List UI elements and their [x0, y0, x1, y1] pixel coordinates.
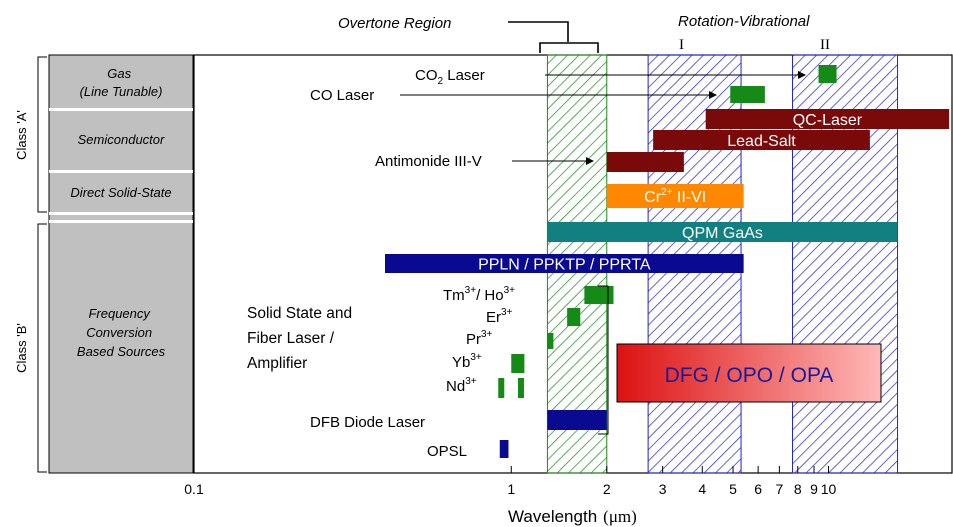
solid-state-bracket: [598, 285, 609, 435]
category-direct-solid-state-label: Direct Solid-State: [70, 185, 171, 200]
sidebar-divider: [49, 170, 193, 173]
bar-qc-laser: [705, 109, 950, 129]
x-tick-label: 9: [810, 481, 818, 497]
yb-label: Yb3+: [452, 352, 482, 371]
bar-opsl: [499, 440, 509, 458]
class-b-label: Class 'B': [14, 323, 29, 373]
x-tick-label: 7: [775, 481, 783, 497]
co-laser-label: CO Laser: [310, 87, 374, 104]
tick-layer: 0.1 1 2 3 4 5 6 7 8 9 10: [184, 466, 837, 497]
bar-dfb-diode-laser: [547, 410, 607, 430]
tm-ho-label: Tm3+/ Ho3+: [443, 285, 515, 304]
rotation-vibrational-label: Rotation-Vibrational: [678, 13, 810, 30]
class-b-bracket: [37, 223, 47, 473]
bar-pr3-: [547, 333, 554, 349]
bar-cr2-ii-vi: [606, 184, 744, 208]
solid-state-label: Solid State and Fiber Laser / Amplifier: [247, 305, 356, 372]
nd-label: Nd3+: [446, 376, 477, 395]
bar-nd3-a: [498, 378, 505, 398]
bar-label: Lead-Salt: [727, 133, 796, 150]
bar-label: QC-Laser: [793, 112, 863, 129]
bar-label: PPLN / PPKTP / PPRTA: [478, 257, 651, 274]
bar-co-laser: [730, 86, 765, 103]
bar-antimonide-iii-v: [606, 152, 684, 172]
bar-ppln-ppktp-pprta: [385, 254, 744, 273]
dfb-label: DFB Diode Laser: [310, 414, 425, 431]
x-tick-label: 5: [729, 481, 737, 497]
x-tick-label: 4: [698, 481, 706, 497]
x-tick-label: 6: [754, 481, 762, 497]
class-a-label: Class 'A': [14, 110, 29, 160]
bar-label: QPM GaAs: [682, 225, 763, 242]
x-tick-label: 0.1: [184, 481, 204, 497]
category-gas-label: Gas (Line Tunable): [80, 66, 163, 99]
sidebar-background: [48, 54, 194, 474]
region-i-label: I: [679, 37, 684, 53]
bar-er3-: [567, 308, 581, 326]
opsl-label: OPSL: [427, 443, 467, 460]
er-label: Er3+: [486, 307, 513, 326]
overtone-bracket: [508, 21, 599, 53]
bar-qpm-gaas: [547, 222, 898, 242]
bar-lead-salt: [653, 130, 870, 150]
bar-co2-laser: [818, 65, 837, 83]
region-ii-label: II: [820, 37, 830, 53]
dfg-opo-opa-label: DFG / OPO / OPA: [665, 364, 834, 387]
bar-nd3-b: [517, 378, 524, 398]
x-tick-label: 8: [794, 481, 802, 497]
dfg-opo-opa-box: [616, 343, 882, 403]
overtone-region-label: Overtone Region: [338, 15, 451, 32]
co2-laser-label: CO2 Laser: [415, 67, 485, 87]
sidebar-divider: [49, 108, 193, 111]
x-axis-label: Wavelength (μm): [508, 507, 637, 526]
bar-layer: QC-Laser Lead-Salt Cr2+ II-VI QPM GaAs PPLN …: [385, 65, 950, 458]
category-frequency-conversion-label: Frequency Conversion Based Sources: [77, 306, 166, 359]
bar-tm3-ho3-: [584, 286, 614, 304]
sidebar-divider: [49, 220, 193, 223]
pr-label: Pr3+: [466, 329, 493, 348]
category-sidebar: Gas (Line Tunable) Semiconductor Direct …: [14, 54, 194, 474]
x-tick-label: 10: [821, 481, 837, 497]
x-tick-label: 2: [603, 481, 611, 497]
class-a-bracket: [37, 56, 47, 213]
bar-label: Cr2+ II-VI: [644, 187, 706, 206]
x-tick-label: 1: [507, 481, 515, 497]
sidebar-divider: [49, 212, 193, 215]
antimonide-label: Antimonide III-V: [375, 153, 482, 170]
category-semiconductor-label: Semiconductor: [78, 132, 165, 147]
x-tick-label: 3: [659, 481, 667, 497]
bar-yb3-: [511, 354, 525, 373]
